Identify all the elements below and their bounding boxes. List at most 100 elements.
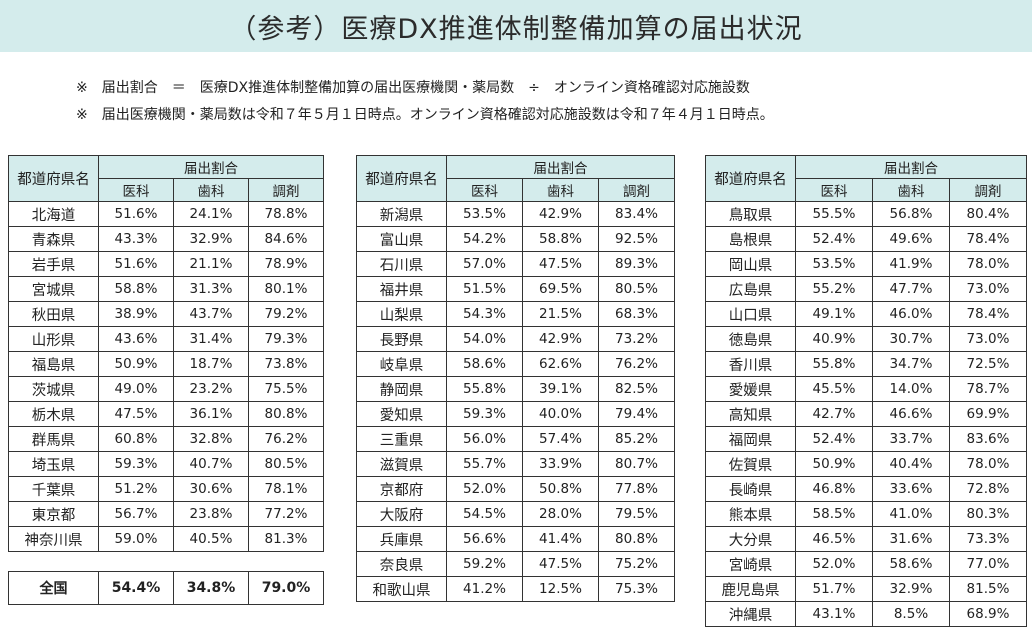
- pharmacy-ratio: 79.2%: [248, 301, 324, 327]
- prefecture-name: 奈良県: [356, 551, 447, 577]
- prefecture-name: 長野県: [356, 326, 447, 352]
- prefecture-name: 京都府: [356, 476, 447, 502]
- pharmacy-ratio: 78.7%: [949, 376, 1027, 402]
- table-row: 愛媛県 45.5% 14.0% 78.7%: [705, 376, 1027, 402]
- prefecture-name: 和歌山県: [356, 576, 447, 602]
- medical-ratio: 56.7%: [98, 501, 174, 527]
- dental-ratio: 36.1%: [173, 401, 249, 427]
- pharmacy-ratio: 80.8%: [248, 401, 324, 427]
- dental-ratio: 41.4%: [522, 526, 599, 552]
- pharmacy-ratio: 85.2%: [598, 426, 675, 452]
- table-row: 福島県 50.9% 18.7% 73.8%: [8, 351, 324, 377]
- national-label: 全国: [8, 571, 99, 605]
- medical-ratio: 52.0%: [795, 551, 873, 577]
- medical-ratio: 42.7%: [795, 401, 873, 427]
- dental-ratio: 43.7%: [173, 301, 249, 327]
- prefecture-header: 都道府県名: [8, 155, 99, 202]
- medical-ratio: 50.9%: [98, 351, 174, 377]
- dental-ratio: 34.7%: [872, 351, 950, 377]
- table-row: 北海道 51.6% 24.1% 78.8%: [8, 201, 324, 227]
- prefecture-name: 三重県: [356, 426, 447, 452]
- dental-ratio: 33.6%: [872, 476, 950, 502]
- dental-ratio: 33.7%: [872, 426, 950, 452]
- table-row: 沖縄県 43.1% 8.5% 68.9%: [705, 601, 1027, 627]
- medical-ratio: 52.0%: [446, 476, 523, 502]
- table-row: 大阪府 54.5% 28.0% 79.5%: [356, 501, 675, 527]
- medical-ratio: 59.3%: [98, 451, 174, 477]
- pharmacy-ratio: 78.0%: [949, 251, 1027, 277]
- dental-ratio: 24.1%: [173, 201, 249, 227]
- ratio-header: 届出割合: [446, 155, 675, 179]
- dental-ratio: 8.5%: [872, 601, 950, 627]
- dental-header: 歯科: [173, 178, 249, 202]
- table-row: 宮崎県 52.0% 58.6% 77.0%: [705, 551, 1027, 577]
- table-row: 大分県 46.5% 31.6% 73.3%: [705, 526, 1027, 552]
- prefecture-name: 鳥取県: [705, 201, 796, 227]
- medical-ratio: 51.2%: [98, 476, 174, 502]
- prefecture-name: 長崎県: [705, 476, 796, 502]
- pharmacy-ratio: 78.8%: [248, 201, 324, 227]
- table-row: 愛知県 59.3% 40.0% 79.4%: [356, 401, 675, 427]
- dental-ratio: 32.9%: [872, 576, 950, 602]
- national-pharmacy: 79.0%: [248, 571, 324, 605]
- prefecture-name: 岩手県: [8, 251, 99, 277]
- medical-ratio: 56.6%: [446, 526, 523, 552]
- prefecture-name: 岡山県: [705, 251, 796, 277]
- prefecture-name: 富山県: [356, 226, 447, 252]
- dental-ratio: 47.5%: [522, 551, 599, 577]
- table-row: 熊本県 58.5% 41.0% 80.3%: [705, 501, 1027, 527]
- dental-ratio: 69.5%: [522, 276, 599, 302]
- medical-ratio: 47.5%: [98, 401, 174, 427]
- medical-ratio: 43.6%: [98, 326, 174, 352]
- table-row: 兵庫県 56.6% 41.4% 80.8%: [356, 526, 675, 552]
- medical-ratio: 51.6%: [98, 201, 174, 227]
- dental-ratio: 40.5%: [173, 526, 249, 552]
- dental-ratio: 12.5%: [522, 576, 599, 602]
- dental-ratio: 40.4%: [872, 451, 950, 477]
- medical-ratio: 41.2%: [446, 576, 523, 602]
- dental-ratio: 23.8%: [173, 501, 249, 527]
- prefecture-name: 香川県: [705, 351, 796, 377]
- pharmacy-ratio: 83.6%: [949, 426, 1027, 452]
- dental-ratio: 33.9%: [522, 451, 599, 477]
- dental-ratio: 58.8%: [522, 226, 599, 252]
- pharmacy-ratio: 78.1%: [248, 476, 324, 502]
- medical-ratio: 40.9%: [795, 326, 873, 352]
- pharmacy-ratio: 78.0%: [949, 451, 1027, 477]
- pharmacy-ratio: 79.4%: [598, 401, 675, 427]
- medical-header: 医科: [795, 178, 873, 202]
- table-row: 千葉県 51.2% 30.6% 78.1%: [8, 476, 324, 502]
- table-row: 福井県 51.5% 69.5% 80.5%: [356, 276, 675, 302]
- pharmacy-ratio: 80.4%: [949, 201, 1027, 227]
- pharmacy-ratio: 72.8%: [949, 476, 1027, 502]
- pharmacy-ratio: 81.3%: [248, 526, 324, 552]
- dental-ratio: 40.7%: [173, 451, 249, 477]
- medical-ratio: 51.7%: [795, 576, 873, 602]
- table-row: 長野県 54.0% 42.9% 73.2%: [356, 326, 675, 352]
- prefecture-name: 石川県: [356, 251, 447, 277]
- prefecture-name: 新潟県: [356, 201, 447, 227]
- prefecture-name: 茨城県: [8, 376, 99, 402]
- prefecture-name: 福岡県: [705, 426, 796, 452]
- prefecture-name: 高知県: [705, 401, 796, 427]
- medical-ratio: 54.5%: [446, 501, 523, 527]
- prefecture-name: 大阪府: [356, 501, 447, 527]
- medical-ratio: 55.2%: [795, 276, 873, 302]
- dental-ratio: 41.0%: [872, 501, 950, 527]
- prefecture-header: 都道府県名: [705, 155, 796, 202]
- table-row: 三重県 56.0% 57.4% 85.2%: [356, 426, 675, 452]
- dental-ratio: 31.3%: [173, 276, 249, 302]
- table-row: 広島県 55.2% 47.7% 73.0%: [705, 276, 1027, 302]
- medical-ratio: 55.8%: [446, 376, 523, 402]
- pharmacy-header: 調剤: [949, 178, 1027, 202]
- pharmacy-ratio: 78.9%: [248, 251, 324, 277]
- dental-ratio: 41.9%: [872, 251, 950, 277]
- prefecture-name: 福井県: [356, 276, 447, 302]
- table-row: 岩手県 51.6% 21.1% 78.9%: [8, 251, 324, 277]
- dental-ratio: 46.6%: [872, 401, 950, 427]
- table-row: 秋田県 38.9% 43.7% 79.2%: [8, 301, 324, 327]
- medical-ratio: 46.5%: [795, 526, 873, 552]
- table-row: 埼玉県 59.3% 40.7% 80.5%: [8, 451, 324, 477]
- prefecture-name: 山梨県: [356, 301, 447, 327]
- pharmacy-ratio: 72.5%: [949, 351, 1027, 377]
